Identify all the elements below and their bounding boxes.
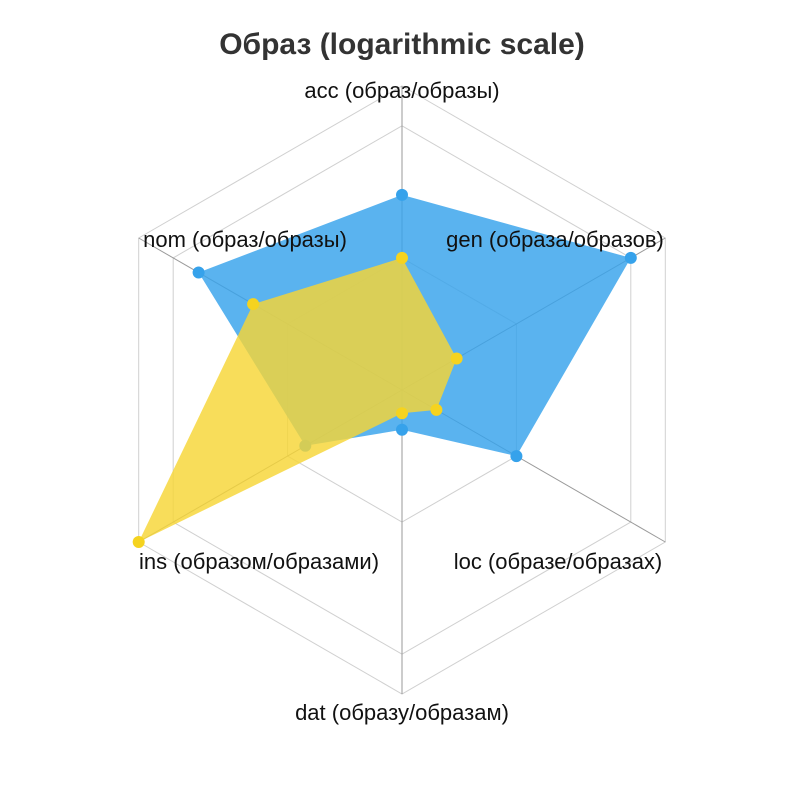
series-1-point-6[interactable] — [192, 266, 205, 279]
axis-label-5: ins (образом/образами) — [139, 549, 379, 574]
series-2-point-1[interactable] — [396, 251, 408, 264]
series-2-point-5[interactable] — [132, 536, 145, 548]
series-2-point-6[interactable] — [247, 298, 260, 311]
series-1-point-2[interactable] — [624, 251, 637, 264]
axis-label-6: nom (образ/образы) — [143, 227, 347, 252]
radar-series — [132, 188, 637, 548]
series-1-point-1[interactable] — [396, 188, 408, 201]
series-1-point-4[interactable] — [396, 423, 408, 436]
axis-label-1: acc (образ/образы) — [304, 78, 499, 103]
series-2-area — [138, 257, 457, 542]
axis-label-2: gen (образа/образов) — [446, 227, 664, 252]
chart-title: Образ (logarithmic scale) — [219, 28, 585, 61]
series-1-point-3[interactable] — [510, 450, 523, 463]
series-2-point-4[interactable] — [396, 407, 408, 420]
axis-label-4: dat (образу/образам) — [295, 700, 509, 725]
axis-label-3: loc (образе/образах) — [454, 549, 663, 574]
series-2-point-2[interactable] — [450, 352, 463, 365]
series-2 — [132, 251, 463, 548]
axis-labels: acc (образ/образы) gen (образа/образов) lo… — [139, 78, 664, 725]
series-2-point-3[interactable] — [430, 403, 443, 416]
